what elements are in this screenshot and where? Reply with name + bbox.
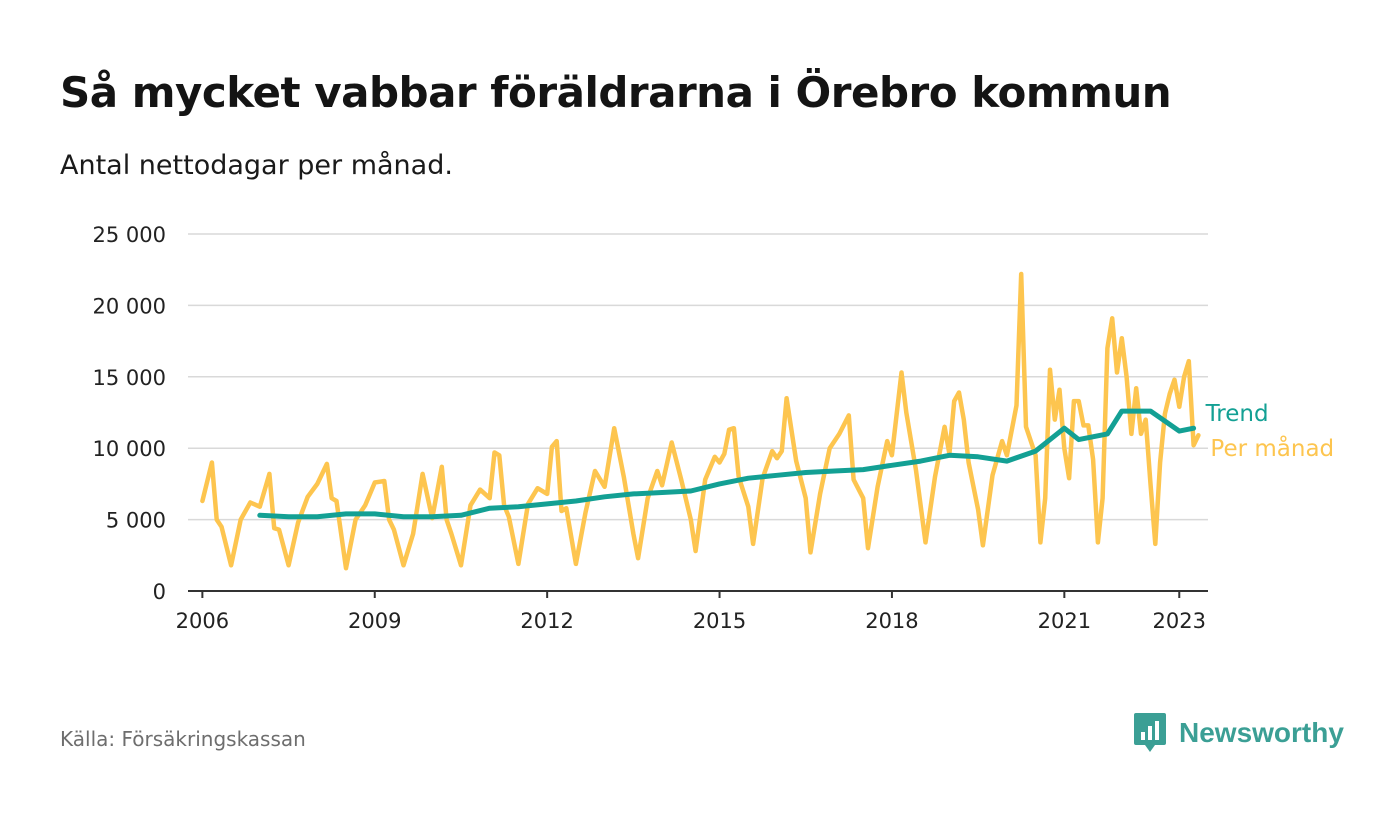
y-tick-label: 20 000 xyxy=(93,294,166,318)
x-tick-label: 2012 xyxy=(520,609,573,633)
x-tick-label: 2021 xyxy=(1038,609,1091,633)
series-end-labels: Trend Per månad xyxy=(1205,401,1335,462)
chart-title: Så mycket vabbar föräldrarna i Örebro ko… xyxy=(60,68,1172,117)
x-tick-label: 2006 xyxy=(176,609,229,633)
x-tick-label: 2015 xyxy=(693,609,746,633)
source-note: Källa: Försäkringskassan xyxy=(60,727,306,751)
gridlines xyxy=(188,233,1208,521)
chart-subtitle: Antal nettodagar per månad. xyxy=(60,150,453,181)
x-axis: 2006 2009 2012 2015 2018 2021 2023 xyxy=(176,590,1208,633)
monthly-line xyxy=(200,271,1201,571)
y-tick-label: 15 000 xyxy=(93,366,166,390)
x-tick-label: 2018 xyxy=(865,609,918,633)
y-tick-label: 10 000 xyxy=(93,437,166,461)
chart-bubble-icon xyxy=(1134,713,1166,752)
monthly-label: Per månad xyxy=(1210,434,1334,462)
trend-line xyxy=(257,408,1197,520)
x-tick-label: 2023 xyxy=(1153,609,1206,633)
y-axis-tick-labels: 0 5 000 10 000 15 000 20 000 25 000 xyxy=(93,223,166,604)
y-tick-label: 5 000 xyxy=(106,509,166,533)
y-tick-label: 0 xyxy=(153,580,166,604)
trend-label: Trend xyxy=(1205,401,1269,427)
x-tick-label: 2009 xyxy=(348,609,401,633)
series-lines xyxy=(200,271,1201,571)
brand-name: Newsworthy xyxy=(1179,717,1344,748)
y-tick-label: 25 000 xyxy=(93,223,166,247)
newsworthy-logo[interactable]: Newsworthy xyxy=(1133,712,1344,754)
